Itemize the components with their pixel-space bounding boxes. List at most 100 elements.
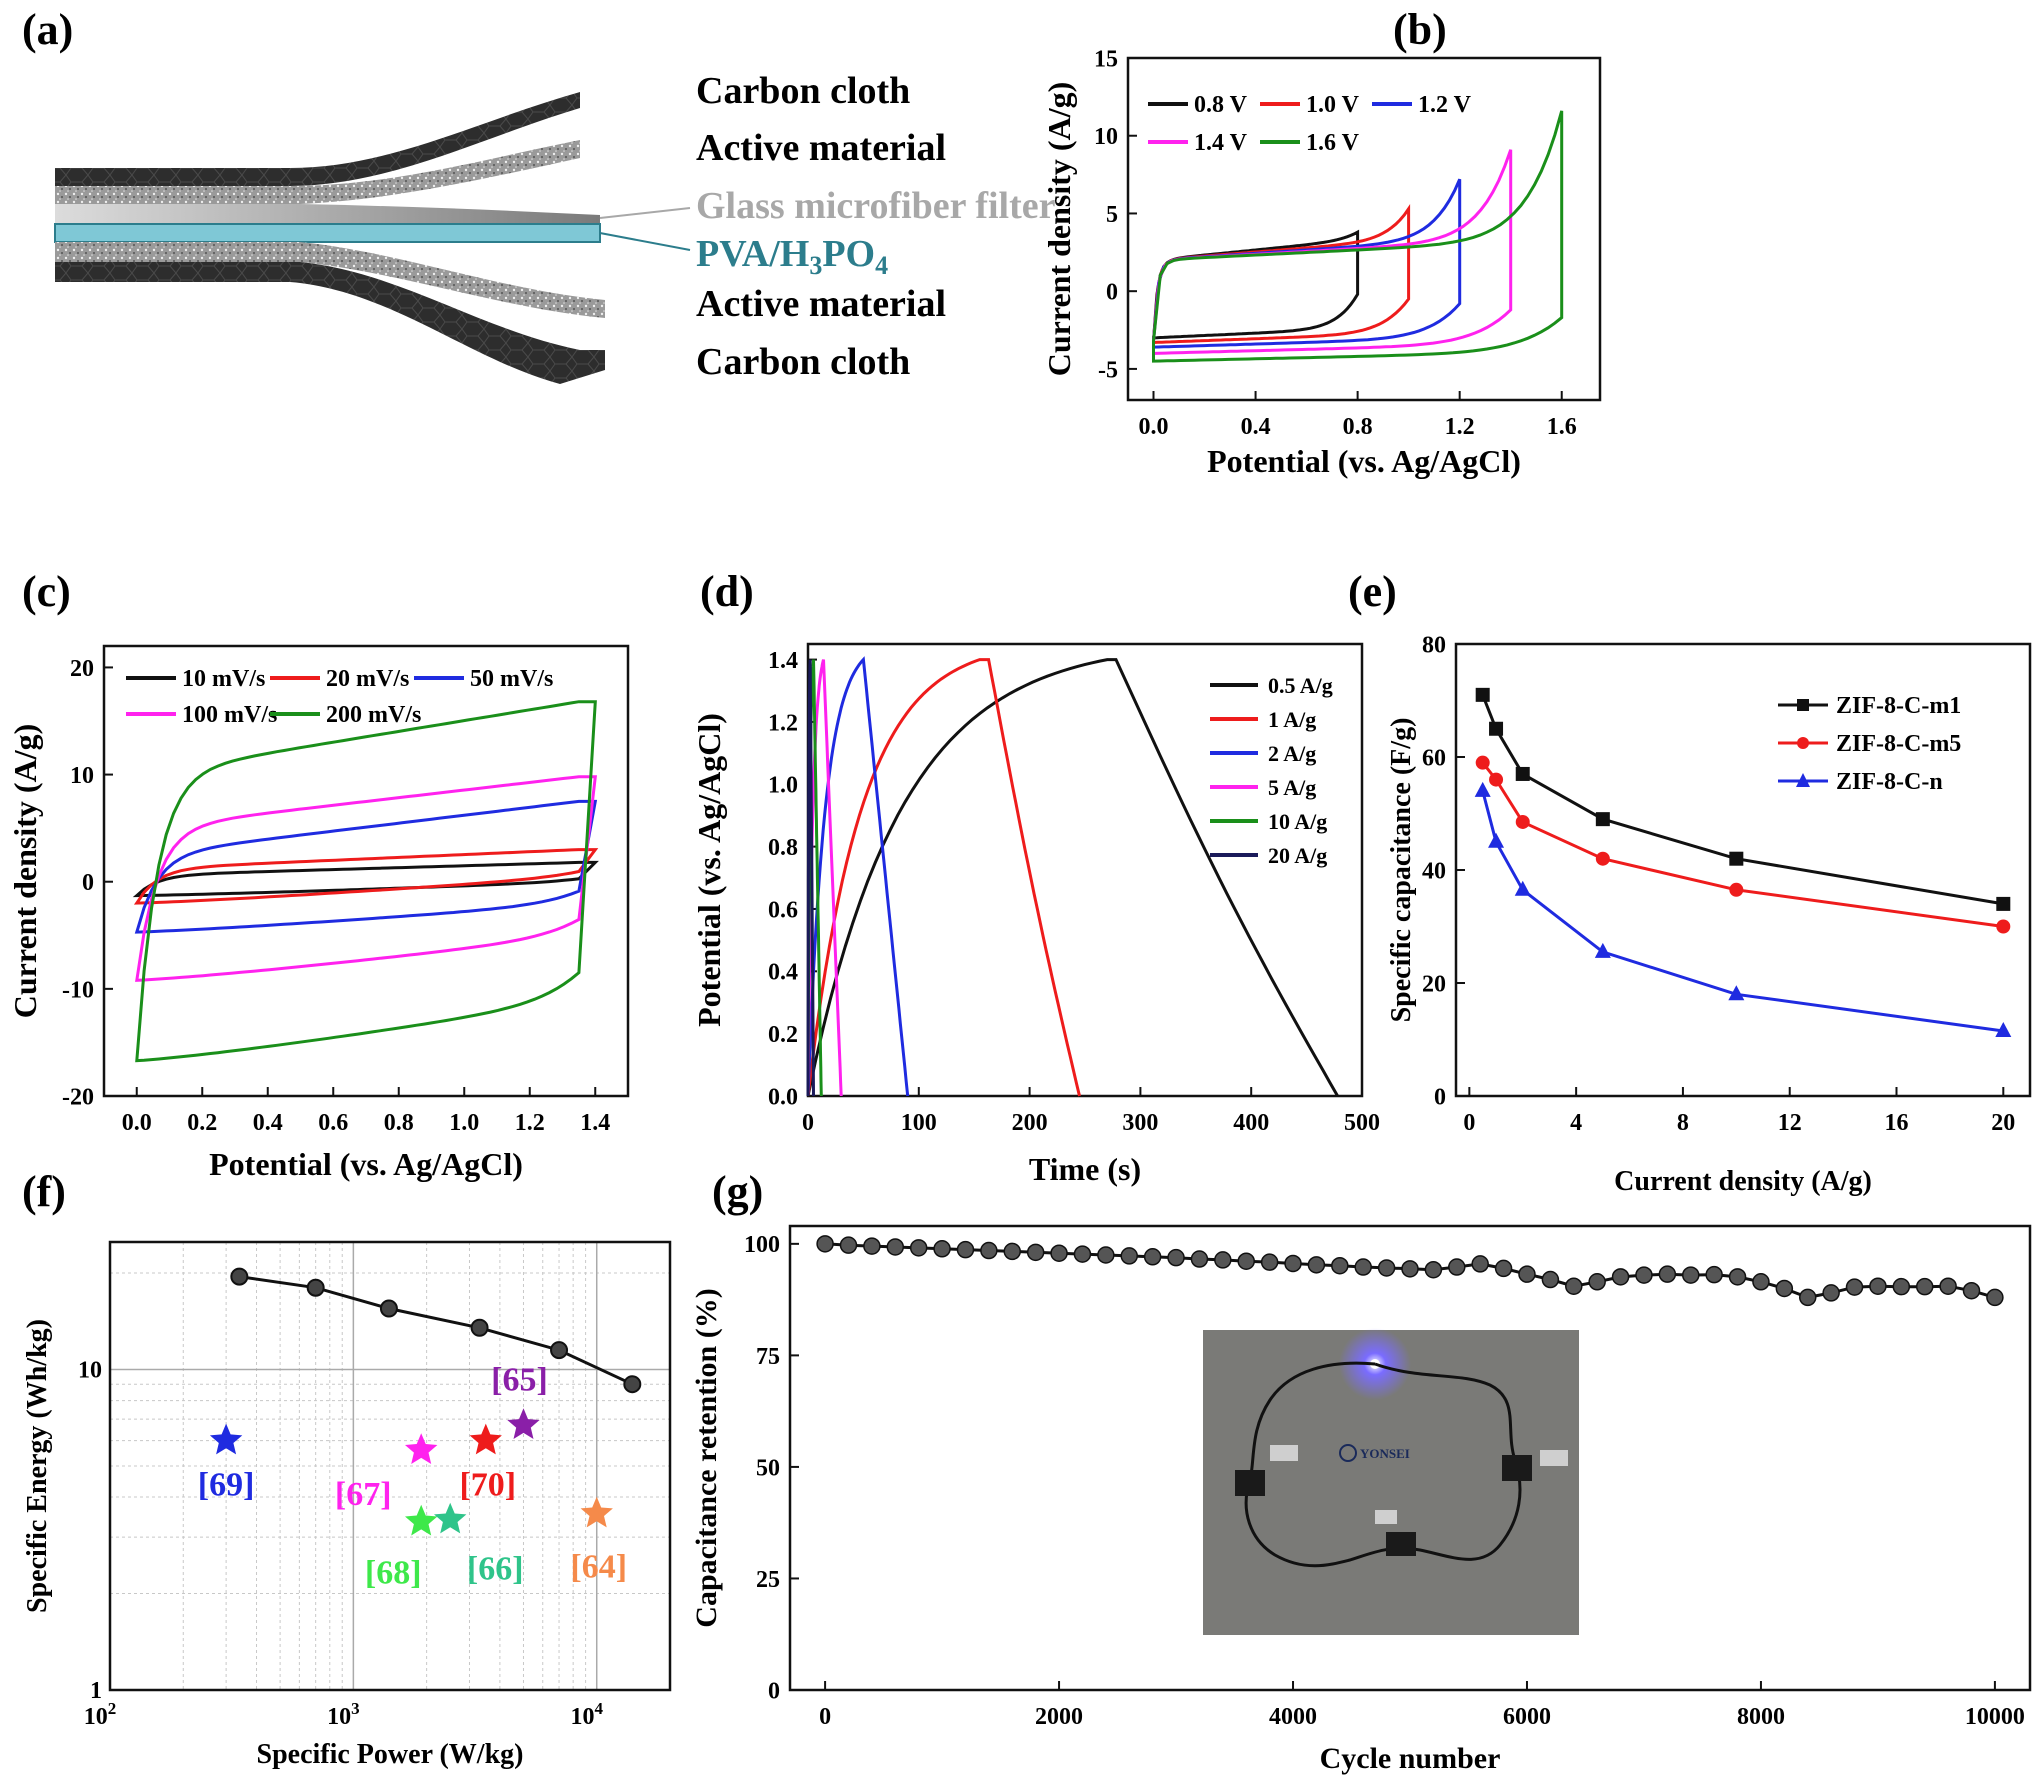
retention-point	[1494, 1259, 1513, 1278]
label-pva: PVA/H3PO4	[696, 233, 888, 280]
data-point	[1515, 814, 1530, 829]
inset-photo: YONSEI	[1203, 1328, 1579, 1635]
panel-b-cv-windows: (b) 0.0 0.4 0.8 1.2 1.6 -5 0 5 10 15 Potential (vs.…	[1041, 5, 1602, 479]
this-work-point	[550, 1341, 569, 1360]
cv-curve-20mVs	[133, 848, 599, 905]
x-axis-label: Potential (vs. Ag/AgCl)	[209, 1146, 523, 1182]
plot-frame	[788, 1224, 2032, 1692]
y-tick-label: 20	[1422, 971, 1446, 997]
legend-label: 20 mV/s	[326, 666, 409, 692]
x-tick-label: 500	[1344, 1110, 1380, 1136]
retention-point	[1962, 1281, 1981, 1300]
cv-curve-10mVs	[132, 860, 599, 898]
panel-d-label: (d)	[700, 567, 754, 616]
rate-line-ZIF-8-C-m1	[1481, 694, 2004, 906]
x-tick-label: 0.6	[318, 1110, 348, 1136]
retention-point	[1635, 1266, 1653, 1284]
ref-label: [65]	[491, 1361, 548, 1398]
legend-label: 10 A/g	[1268, 809, 1327, 834]
retention-point	[1214, 1251, 1232, 1269]
top-carbon-cloth-layer	[55, 92, 580, 186]
ref-label: [67]	[335, 1476, 392, 1513]
data-point	[1595, 812, 1610, 827]
y-axis-label: Specific capacitance (F/g)	[1386, 718, 1417, 1023]
retention-point	[1190, 1250, 1209, 1268]
retention-point	[1050, 1244, 1068, 1262]
inset-clip	[1270, 1445, 1298, 1461]
retention-point	[1869, 1277, 1887, 1295]
cv-curve-50mVs	[134, 799, 598, 934]
y-tick-label: 5	[1106, 202, 1118, 228]
retention-point	[1518, 1265, 1536, 1283]
inset-wire-loop	[1244, 1361, 1522, 1568]
retention-point	[980, 1241, 998, 1260]
y-tick-label: 80	[1422, 632, 1446, 658]
retention-point	[1565, 1277, 1583, 1295]
retention-point	[1120, 1247, 1138, 1265]
y-tick-label: 0.8	[768, 835, 798, 861]
retention-point	[1401, 1260, 1419, 1278]
x-tick-label: 1.4	[580, 1110, 610, 1136]
x-axis-label: Time (s)	[1029, 1151, 1141, 1187]
y-tick-label: 1.4	[768, 648, 798, 674]
inset-device-bottom	[1386, 1532, 1416, 1556]
x-tick-label: 1.0	[449, 1110, 479, 1136]
retention-point	[1237, 1252, 1255, 1270]
pva-layer	[54, 223, 601, 243]
ref-star	[209, 1423, 243, 1455]
retention-point	[1026, 1243, 1045, 1262]
data-point	[1514, 880, 1531, 896]
inset-logo	[1339, 1444, 1357, 1462]
cv-curve-100mVs	[135, 775, 597, 982]
x-tick-label: 12	[1778, 1110, 1802, 1136]
x-tick-label: 2000	[1035, 1704, 1083, 1730]
y-axis-label: Potential (vs. Ag/AgCl)	[691, 713, 727, 1027]
data-point	[1475, 755, 1490, 770]
x-tick-label: 0.4	[253, 1110, 283, 1136]
data-point	[1729, 851, 1744, 866]
x-tick-label: 6000	[1503, 1704, 1551, 1730]
y-tick-label: -5	[1098, 357, 1118, 383]
retention-point	[1448, 1258, 1466, 1276]
this-work-point	[230, 1267, 249, 1286]
data-point	[1489, 772, 1504, 787]
panel-g-label: (g)	[712, 1167, 763, 1216]
retention-point	[816, 1235, 834, 1253]
y-tick-label: 20	[70, 656, 94, 682]
x-tick-label: 1.2	[515, 1110, 545, 1136]
retention-point	[839, 1236, 858, 1254]
x-tick-label: 102	[84, 1699, 117, 1730]
gcd-curve-1Ag	[806, 658, 1081, 1097]
y-axis-label: Specific Energy (Wh/kg)	[22, 1319, 53, 1613]
label-carbon-cloth-bottom: Carbon cloth	[696, 341, 910, 383]
legend-marker	[1797, 699, 1809, 711]
this-work-point	[379, 1299, 398, 1318]
panel-f-label: (f)	[22, 1167, 66, 1216]
label-glass-filter: Glass microfiber filter	[696, 185, 1056, 227]
legend-label: 1.4 V	[1194, 130, 1248, 156]
ref-label: [69]	[198, 1467, 255, 1504]
x-tick-label: 4	[1570, 1110, 1582, 1136]
y-tick-label: 15	[1094, 46, 1118, 72]
inset-device-right	[1502, 1455, 1532, 1481]
legend-label: 1.2 V	[1418, 92, 1472, 118]
retention-point	[956, 1240, 975, 1259]
x-axis-label: Specific Power (W/kg)	[257, 1739, 524, 1770]
glass-filter-leader-line	[599, 207, 691, 219]
x-tick-label: 104	[570, 1699, 603, 1730]
legend-label: ZIF-8-C-m5	[1836, 731, 1961, 757]
retention-point	[886, 1238, 905, 1256]
retention-point	[863, 1237, 881, 1255]
data-point	[1474, 781, 1491, 797]
retention-point	[1354, 1258, 1372, 1276]
cv-curve-12V	[1152, 178, 1462, 349]
pva-leader-line	[599, 232, 691, 251]
plot-frame	[102, 644, 630, 1098]
bottom-active-material-layer	[55, 242, 605, 318]
x-tick-label: 1.6	[1547, 414, 1577, 440]
legend-label: 200 mV/s	[326, 702, 421, 728]
y-tick-label: 0.4	[768, 960, 798, 986]
cv-curve-200mVs	[135, 700, 597, 1063]
retention-point	[1845, 1278, 1864, 1296]
retention-point	[933, 1240, 951, 1258]
